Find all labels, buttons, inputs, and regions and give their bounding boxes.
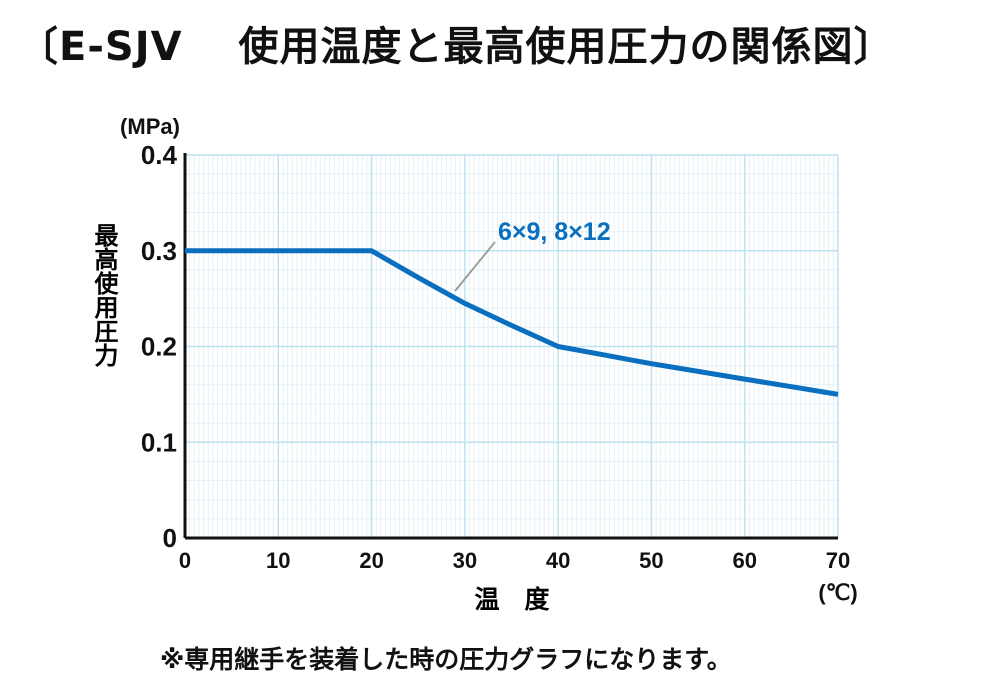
x-tick-label: 30 (453, 548, 477, 573)
series-leader-line (454, 241, 496, 292)
x-axis-label: 温 度 (474, 585, 549, 614)
x-unit-label: (℃) (818, 580, 857, 605)
grid (184, 154, 839, 539)
x-tick-label: 50 (639, 548, 663, 573)
x-tick-label: 40 (546, 548, 570, 573)
chart-title: 〔E-SJV 使用温度と最高使用圧力の関係図〕 (18, 24, 895, 70)
y-tick-label: 0.4 (141, 140, 178, 170)
series-line (185, 248, 839, 397)
x-tick-label: 10 (266, 548, 290, 573)
x-tick-labels: 0 10 20 30 40 50 60 70 (179, 548, 850, 573)
y-axis-label: 最高使用圧力 (90, 223, 119, 368)
x-tick-label: 70 (826, 548, 850, 573)
series (185, 248, 839, 397)
y-tick-label: 0.1 (141, 427, 177, 457)
y-unit-label: (MPa) (120, 114, 180, 139)
y-tick-labels: 0 0.1 0.2 0.3 0.4 (141, 140, 178, 553)
footnote: ※専用継手を装着した時の圧力グラフになります。 (160, 645, 732, 674)
x-tick-label: 0 (179, 548, 191, 573)
y-tick-label: 0.3 (141, 236, 177, 266)
x-tick-label: 60 (732, 548, 756, 573)
axes (183, 153, 838, 540)
y-tick-label: 0.2 (141, 332, 177, 362)
series-label: 6×9, 8×12 (498, 218, 611, 246)
x-tick-label: 20 (359, 548, 383, 573)
y-tick-label: 0 (163, 523, 177, 553)
